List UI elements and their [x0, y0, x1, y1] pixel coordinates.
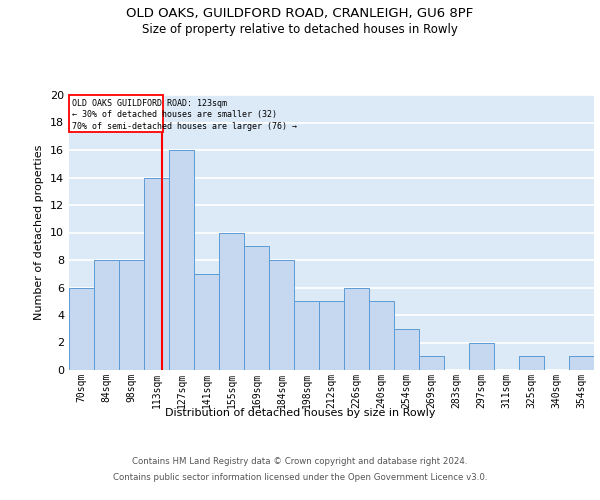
Bar: [144, 178, 169, 370]
Bar: [244, 246, 269, 370]
Bar: [294, 301, 319, 370]
Bar: [319, 301, 344, 370]
Bar: [344, 288, 369, 370]
Bar: [469, 342, 494, 370]
Bar: [169, 150, 194, 370]
Bar: [269, 260, 294, 370]
Text: OLD OAKS, GUILDFORD ROAD, CRANLEIGH, GU6 8PF: OLD OAKS, GUILDFORD ROAD, CRANLEIGH, GU6…: [127, 8, 473, 20]
FancyBboxPatch shape: [69, 95, 163, 132]
Bar: [194, 274, 219, 370]
Bar: [94, 260, 119, 370]
Bar: [119, 260, 144, 370]
Bar: [369, 301, 394, 370]
Bar: [569, 356, 594, 370]
Bar: [219, 232, 244, 370]
Bar: [519, 356, 544, 370]
Text: Contains public sector information licensed under the Open Government Licence v3: Contains public sector information licen…: [113, 472, 487, 482]
Bar: [419, 356, 444, 370]
Text: Distribution of detached houses by size in Rowly: Distribution of detached houses by size …: [165, 408, 435, 418]
Text: ← 30% of detached houses are smaller (32): ← 30% of detached houses are smaller (32…: [72, 110, 277, 120]
Bar: [394, 329, 419, 370]
Text: 70% of semi-detached houses are larger (76) →: 70% of semi-detached houses are larger (…: [72, 122, 297, 130]
Text: Size of property relative to detached houses in Rowly: Size of property relative to detached ho…: [142, 22, 458, 36]
Y-axis label: Number of detached properties: Number of detached properties: [34, 145, 44, 320]
Text: OLD OAKS GUILDFORD ROAD: 123sqm: OLD OAKS GUILDFORD ROAD: 123sqm: [72, 99, 227, 108]
Bar: [69, 288, 94, 370]
Text: Contains HM Land Registry data © Crown copyright and database right 2024.: Contains HM Land Registry data © Crown c…: [132, 458, 468, 466]
